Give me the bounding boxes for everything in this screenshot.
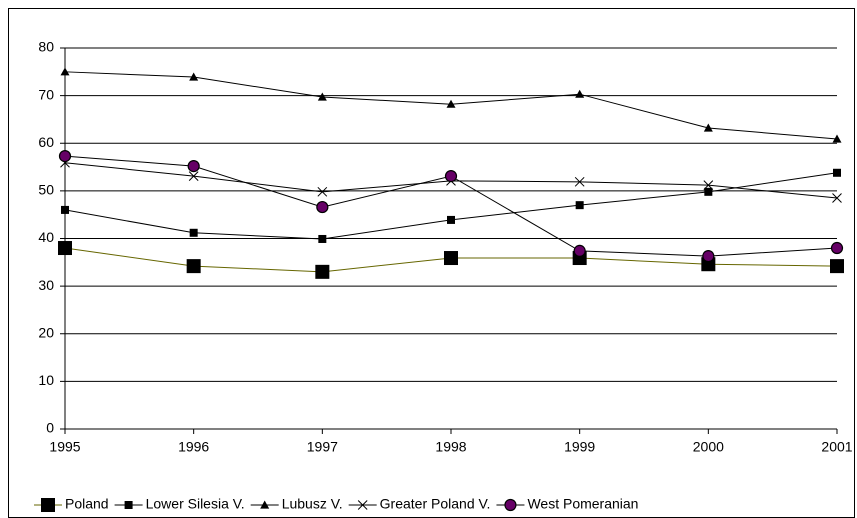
- x-tick-label: 2001: [821, 439, 852, 455]
- data-point: [703, 123, 713, 132]
- legend-item: West Pomeranian: [496, 496, 638, 512]
- data-point: [318, 234, 327, 243]
- y-tick-label: 40: [38, 229, 54, 245]
- x-tick-label: 1997: [307, 439, 338, 455]
- legend-label: Lower Silesia V.: [146, 496, 245, 512]
- data-point: [574, 176, 585, 187]
- data-point: [61, 205, 69, 214]
- legend-marker: [41, 498, 55, 512]
- legend-item: Poland: [34, 496, 109, 512]
- legend-marker: [260, 500, 270, 509]
- data-point: [444, 251, 458, 266]
- legend-label: Greater Poland V.: [380, 496, 491, 512]
- legend-item: Lower Silesia V.: [114, 496, 245, 512]
- data-point: [187, 160, 200, 173]
- data-point: [315, 264, 330, 279]
- legend-item: Lubusz V.: [250, 496, 343, 512]
- data-point: [830, 259, 844, 274]
- data-point: [317, 92, 327, 101]
- data-point: [316, 200, 329, 214]
- data-point: [58, 241, 72, 256]
- data-point: [447, 215, 455, 224]
- data-point: [58, 150, 72, 163]
- data-point: [317, 186, 328, 197]
- x-tick-label: 1996: [178, 439, 209, 455]
- y-tick-label: 50: [38, 182, 54, 198]
- legend-label: Poland: [65, 496, 109, 512]
- data-point: [60, 67, 70, 76]
- data-point: [830, 241, 844, 255]
- legend-marker: [504, 498, 517, 512]
- y-tick-label: 0: [46, 420, 54, 436]
- data-point: [575, 201, 584, 210]
- y-tick-label: 10: [38, 372, 54, 388]
- data-point: [446, 99, 456, 108]
- data-point: [832, 134, 842, 143]
- data-point: [444, 170, 458, 183]
- legend-marker: [124, 501, 133, 509]
- y-tick-label: 30: [38, 277, 54, 293]
- data-point: [703, 180, 714, 191]
- y-tick-label: 70: [38, 86, 54, 102]
- chart-border: [8, 8, 855, 518]
- data-point: [189, 72, 199, 81]
- legend-label: West Pomeranian: [527, 496, 638, 512]
- legend-marker: [357, 500, 368, 510]
- y-tick-label: 20: [38, 324, 54, 340]
- data-point: [575, 89, 585, 98]
- x-tick-label: 2000: [693, 439, 724, 455]
- data-point: [833, 168, 841, 177]
- y-tick-label: 80: [38, 39, 54, 55]
- data-point: [832, 193, 842, 203]
- data-point: [704, 187, 713, 196]
- x-tick-label: 1998: [435, 439, 466, 455]
- y-tick-label: 60: [38, 134, 54, 150]
- legend-label: Lubusz V.: [282, 496, 343, 512]
- x-tick-label: 1995: [49, 439, 80, 455]
- data-point: [573, 244, 586, 257]
- data-point: [186, 259, 201, 274]
- x-tick-label: 1999: [564, 439, 595, 455]
- data-point: [189, 228, 198, 237]
- data-point: [188, 171, 199, 181]
- data-point: [702, 250, 715, 263]
- legend-item: Greater Poland V.: [348, 496, 491, 512]
